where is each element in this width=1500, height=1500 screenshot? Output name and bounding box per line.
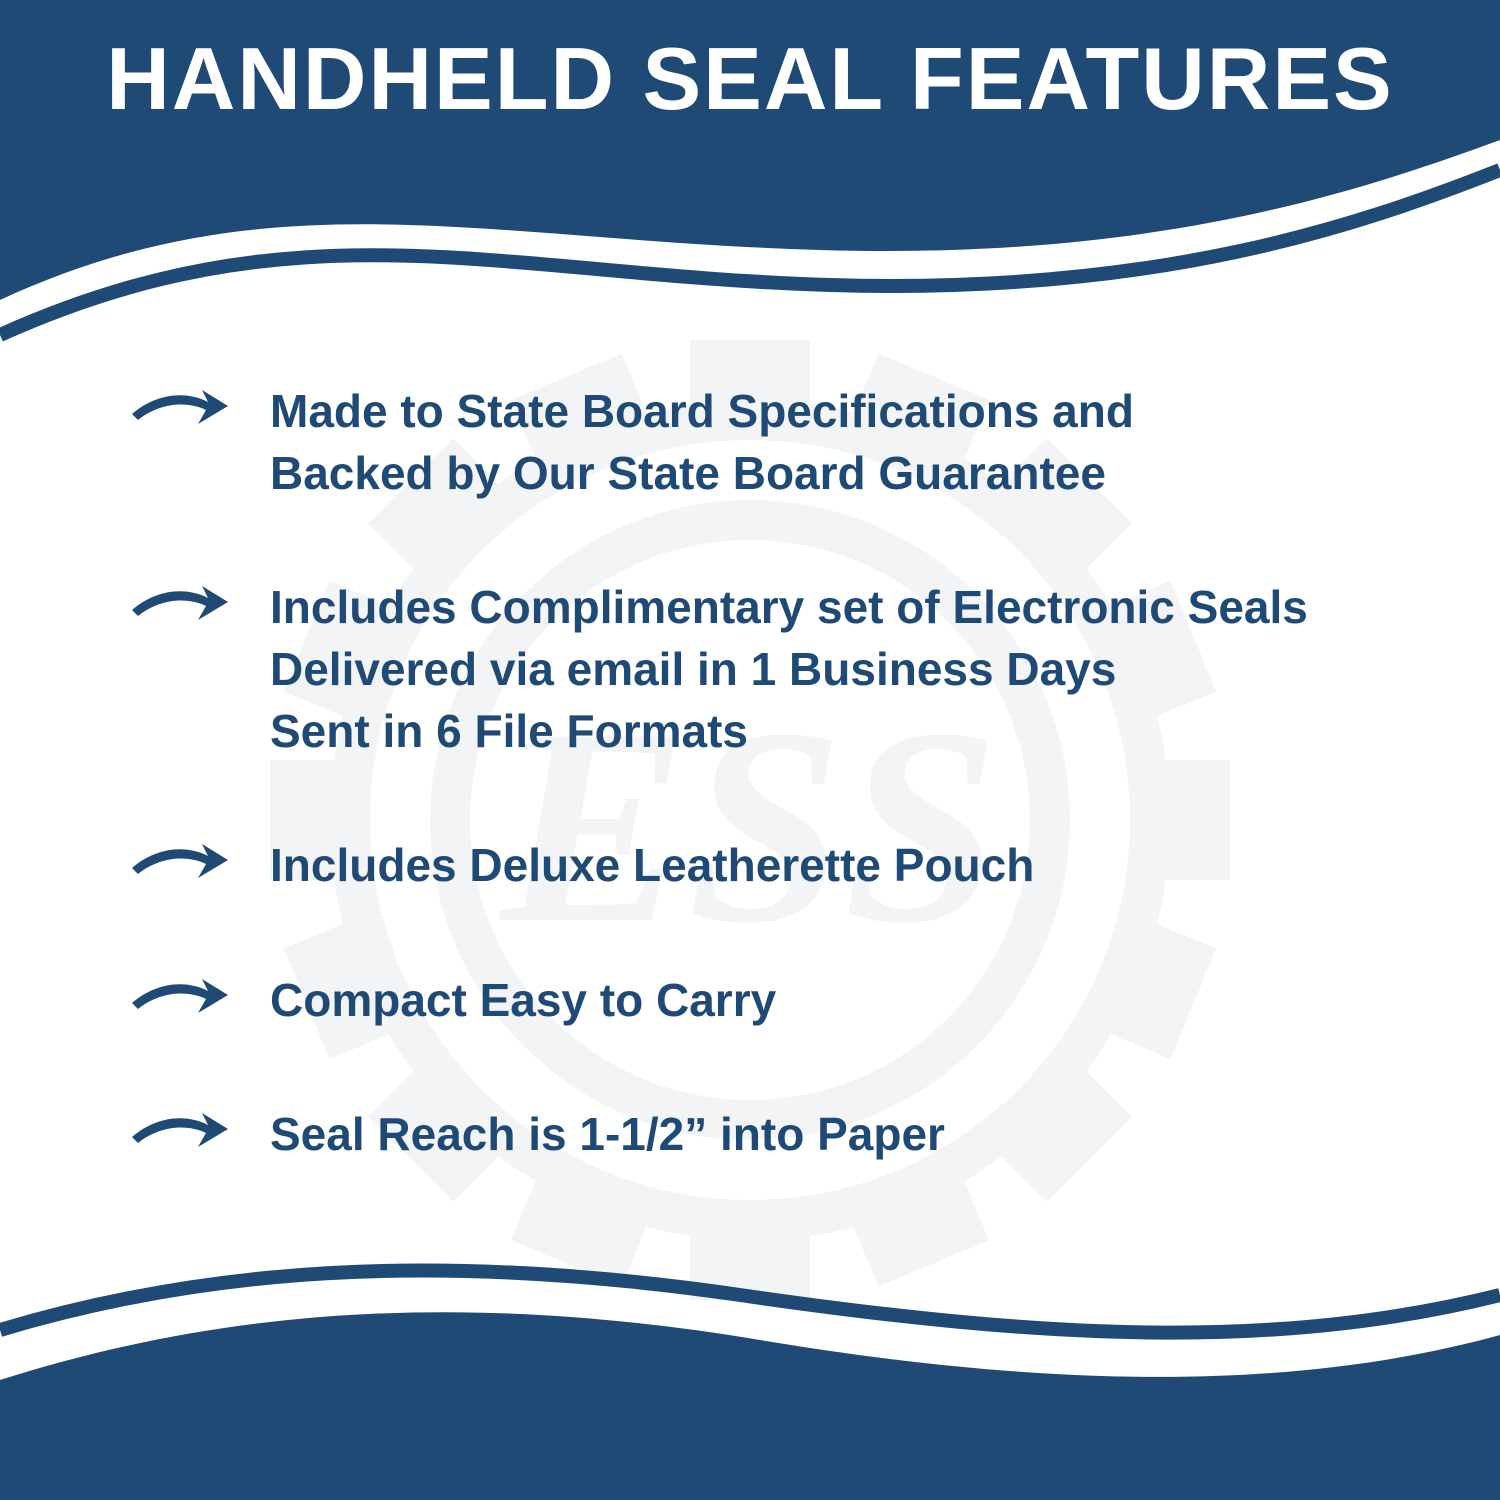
feature-text: Includes Deluxe Leatherette Pouch bbox=[270, 834, 1034, 896]
feature-item: Seal Reach is 1-1/2” into Paper bbox=[130, 1103, 1390, 1165]
arrow-right-icon bbox=[130, 834, 270, 891]
arrow-right-icon bbox=[130, 969, 270, 1026]
feature-text: Seal Reach is 1-1/2” into Paper bbox=[270, 1103, 945, 1165]
feature-item: Compact Easy to Carry bbox=[130, 969, 1390, 1031]
feature-list: Made to State Board Specifications and B… bbox=[130, 380, 1390, 1237]
page-title: HANDHELD SEAL FEATURES bbox=[0, 28, 1500, 130]
arrow-right-icon bbox=[130, 576, 270, 633]
feature-text: Made to State Board Specifications and B… bbox=[270, 380, 1134, 504]
feature-text: Includes Complimentary set of Electronic… bbox=[270, 576, 1308, 762]
feature-item: Includes Complimentary set of Electronic… bbox=[130, 576, 1390, 762]
infographic-canvas: ESS HANDHELD SEAL FEATURES Made to State… bbox=[0, 0, 1500, 1500]
arrow-right-icon bbox=[130, 1103, 270, 1160]
footer-band bbox=[0, 1240, 1500, 1500]
feature-item: Made to State Board Specifications and B… bbox=[130, 380, 1390, 504]
feature-item: Includes Deluxe Leatherette Pouch bbox=[130, 834, 1390, 896]
arrow-right-icon bbox=[130, 380, 270, 437]
feature-text: Compact Easy to Carry bbox=[270, 969, 776, 1031]
